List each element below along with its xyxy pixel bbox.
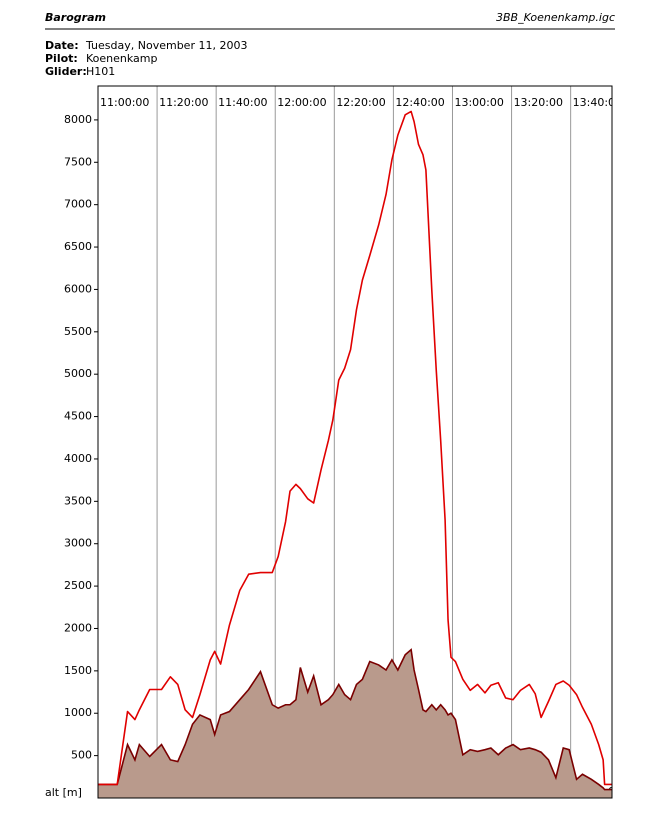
x-tick-label: 13:40:00: [573, 96, 622, 109]
y-tick-label: 4500: [64, 410, 92, 423]
y-tick-label: 2000: [64, 621, 92, 634]
x-tick-label: 13:20:00: [514, 96, 563, 109]
ground-edge: [98, 648, 612, 791]
y-tick-label: 6000: [64, 282, 92, 295]
field-value: Tuesday, November 11, 2003: [85, 39, 247, 52]
y-tick-label: 5500: [64, 325, 92, 338]
y-axis-label: alt [m]: [45, 786, 82, 799]
chart-title: Barogram: [45, 11, 106, 24]
field-label: Glider:: [45, 65, 87, 78]
file-name: 3BB_Koenenkamp.igc: [496, 11, 615, 24]
y-tick-label: 500: [71, 749, 92, 762]
x-tick-label: 11:40:00: [218, 96, 267, 109]
field-value: Koenenkamp: [86, 52, 158, 65]
y-tick-label: 5000: [64, 367, 92, 380]
field-label: Pilot:: [45, 52, 78, 65]
y-tick-label: 6500: [64, 240, 92, 253]
y-tick-label: 2500: [64, 579, 92, 592]
y-tick-label: 3500: [64, 494, 92, 507]
x-tick-label: 11:00:00: [100, 96, 149, 109]
y-tick-label: 3000: [64, 537, 92, 550]
y-tick-label: 1500: [64, 664, 92, 677]
y-tick-label: 1000: [64, 706, 92, 719]
plot-area: 11:00:0011:00:0011:20:0011:20:0011:40:00…: [98, 86, 622, 798]
ground-area: [98, 649, 612, 798]
x-tick-label: 13:00:00: [454, 96, 503, 109]
y-tick-label: 8000: [64, 113, 92, 126]
field-label: Date:: [45, 39, 79, 52]
x-tick-label: 12:40:00: [395, 96, 444, 109]
x-tick-label: 12:20:00: [336, 96, 385, 109]
y-tick-label: 7000: [64, 198, 92, 211]
y-tick-label: 7500: [64, 155, 92, 168]
field-value: H101: [86, 65, 115, 78]
x-tick-label: 11:20:00: [159, 96, 208, 109]
altitude-line: [98, 110, 612, 786]
plot-border: [97, 85, 613, 799]
x-tick-label: 12:00:00: [277, 96, 326, 109]
y-tick-label: 4000: [64, 452, 92, 465]
